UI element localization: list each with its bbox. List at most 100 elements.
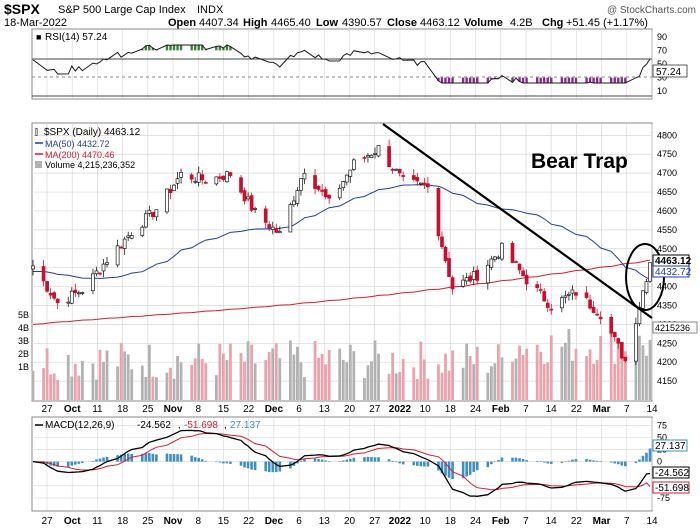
candle-body — [584, 292, 589, 298]
macd-hist-bar — [123, 453, 126, 462]
candle-body — [500, 242, 504, 260]
candle-body — [623, 356, 628, 362]
candle-body — [475, 269, 480, 281]
x-tick-label: 22 — [243, 516, 255, 527]
candle — [351, 158, 356, 172]
volume-bar — [634, 355, 638, 400]
macd-hist-bar — [641, 455, 645, 462]
candle — [619, 342, 624, 360]
candle-body — [267, 224, 272, 229]
macd-hist-bar — [52, 461, 56, 467]
candle-body — [542, 291, 547, 302]
volume-bar — [500, 357, 504, 400]
volume-bar — [415, 379, 419, 400]
candle-body — [200, 174, 205, 181]
macd-hist-bar — [620, 461, 624, 466]
candle — [415, 172, 420, 186]
candle-body — [644, 281, 649, 293]
volume-bar — [200, 358, 204, 400]
volume-bar — [468, 356, 472, 400]
x-tick-label: 22 — [243, 404, 255, 415]
macd-hist-bar — [324, 460, 327, 462]
volume-bar — [42, 368, 45, 400]
volume-bar — [176, 355, 179, 400]
low-value: 4390.57 — [342, 17, 382, 29]
candle-body — [591, 306, 596, 313]
volume-bar — [437, 364, 440, 400]
macd-hist-bar — [366, 456, 370, 462]
candle — [461, 274, 465, 288]
macd-hist-bar — [609, 461, 613, 463]
ma50-line — [33, 184, 651, 280]
macd-hist-bar — [549, 461, 553, 464]
candle — [538, 283, 543, 294]
price-tick-label: 4350 — [657, 300, 677, 310]
volume-bar — [472, 364, 476, 400]
x-tick-label: 7 — [624, 404, 630, 415]
volume-bar — [412, 367, 416, 400]
candle-body — [351, 159, 356, 170]
macd-signal-label: -51.698 — [655, 483, 689, 494]
macd-hist-bar — [271, 461, 275, 473]
x-tick-label: Oct — [64, 516, 81, 527]
volume-bar — [398, 371, 402, 400]
candle — [514, 260, 518, 263]
candle — [464, 272, 469, 285]
candle-body — [440, 236, 444, 248]
volume-bar — [119, 342, 123, 400]
x-tick-label: 18 — [445, 404, 457, 415]
price-tick-label: 4650 — [657, 187, 677, 197]
candle-body — [302, 172, 307, 180]
candle — [588, 294, 592, 311]
macd-hist-bar — [440, 461, 444, 474]
volume-bar — [264, 360, 268, 400]
candle — [31, 259, 35, 276]
x-tick-label: 8 — [195, 516, 201, 527]
volume-bar — [169, 367, 172, 400]
rsi-panel: RSI(14) 57.24 ■ 90 70 50 30 10 57.24 — [31, 28, 688, 100]
candle-body — [411, 175, 416, 180]
candle — [648, 262, 652, 283]
candle — [76, 290, 81, 298]
candle — [203, 180, 208, 184]
candle-body — [80, 292, 85, 294]
volume-bar — [645, 355, 648, 400]
volume-bar — [338, 348, 342, 400]
candle-body — [295, 190, 300, 204]
open-value: 4407.34 — [199, 17, 239, 29]
volume-bar — [345, 362, 349, 400]
candle-body — [461, 279, 465, 287]
x-tick-label: 14 — [546, 404, 558, 415]
candle-body — [524, 274, 529, 285]
volume-bar — [31, 370, 35, 400]
x-tick-label: 10 — [420, 516, 432, 527]
candle-body — [218, 176, 222, 179]
candle — [94, 266, 99, 277]
x-tick-label: 20 — [344, 404, 356, 415]
chg-value: +51.45 (+1.17%) — [566, 17, 648, 29]
candle — [397, 168, 402, 177]
candle-body — [616, 338, 621, 344]
x-tick-label: 22 — [571, 404, 583, 415]
macd-hist-bar — [229, 461, 232, 464]
volume-bar — [525, 348, 528, 400]
volume-bar — [324, 364, 328, 400]
candle — [369, 154, 374, 159]
candle — [45, 280, 49, 293]
candle — [387, 139, 391, 168]
candle — [299, 178, 303, 196]
candle — [295, 187, 300, 207]
candle — [140, 225, 145, 238]
x-tick-label: 18 — [117, 404, 129, 415]
candle — [634, 317, 638, 365]
candle-body — [323, 189, 328, 198]
x-tick-label: 27 — [369, 516, 381, 527]
volume-bar — [546, 362, 550, 400]
macd-hist-bar — [521, 458, 525, 462]
macd-hist-bar — [56, 461, 59, 467]
macd-hist-bar — [518, 458, 521, 462]
candle — [563, 290, 568, 304]
candle — [489, 255, 494, 271]
volume-bar — [98, 349, 102, 400]
volume-bar — [239, 352, 243, 400]
